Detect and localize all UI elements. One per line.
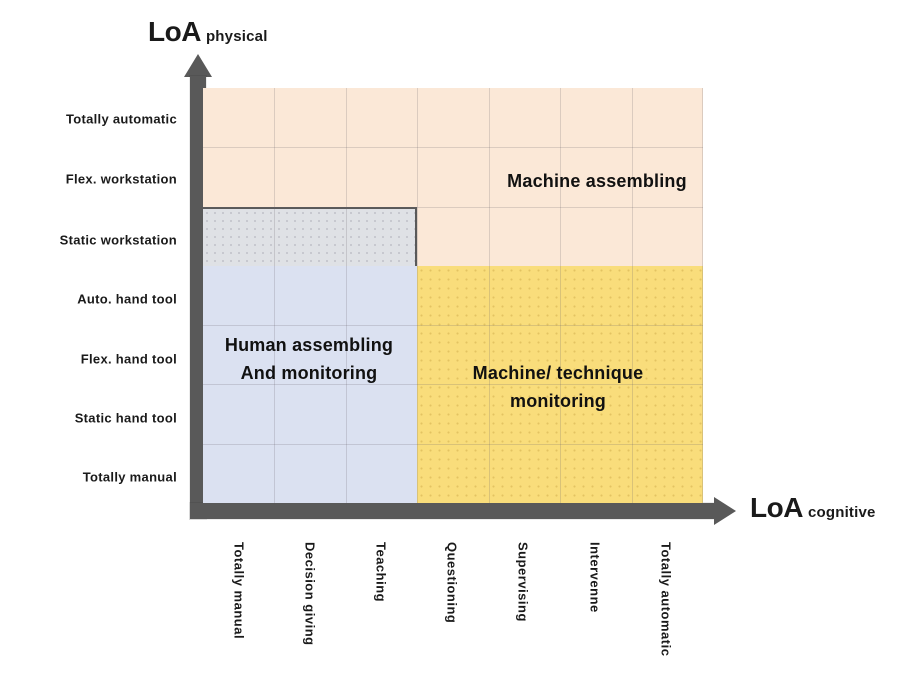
region-static-workstation-overlap (203, 206, 417, 266)
y-axis-label-totally-automatic: Totally automatic (65, 111, 177, 127)
y-axis-label-flex-workstation: Flex. workstation (65, 171, 177, 187)
y-axis-title-main: LoA (148, 16, 201, 47)
y-axis-label-auto-hand-tool: Auto. hand tool (77, 291, 177, 307)
y-axis-label-flex-hand-tool: Flex. hand tool (80, 351, 177, 367)
y-axis-title: LoA physical (148, 16, 268, 48)
gridline-vertical (560, 88, 561, 503)
human-assembling-label-line2: And monitoring (240, 363, 378, 383)
up-arrowhead-icon (184, 54, 212, 77)
x-axis-label-supervising: Supervising (515, 542, 531, 622)
human-assembling-label-line1: Human assembling (224, 335, 394, 356)
machine-monitoring-label: Machine/ technique monitoring (473, 360, 644, 416)
gridline-vertical (702, 88, 703, 503)
gridline-horizontal (203, 147, 703, 148)
x-axis-line (190, 503, 714, 519)
machine-assembling-label: Machine assembling (507, 171, 687, 192)
gridline-vertical (274, 88, 275, 503)
x-axis-label-questioning: Questioning (444, 542, 460, 624)
gridline-horizontal (203, 384, 703, 385)
gridline-horizontal (203, 325, 703, 326)
human-assembling-label: Human assembling And monitoring (225, 332, 393, 388)
x-axis-label-totally-manual: Totally manual (231, 542, 247, 640)
gridline-horizontal (203, 444, 703, 445)
y-axis-label-totally-manual: Totally manual (82, 469, 177, 485)
y-axis-label-static-hand-tool: Static hand tool (74, 410, 177, 426)
gridline-vertical (489, 88, 490, 503)
gridline-horizontal (203, 207, 703, 208)
right-arrowhead-icon (714, 497, 736, 525)
region-human-assembling (203, 265, 417, 503)
y-axis-line (190, 76, 206, 519)
x-axis-title-main: LoA (750, 492, 803, 523)
gridline-vertical (417, 88, 418, 503)
x-axis-label-teaching: Teaching (373, 542, 389, 603)
x-axis-label-totally-automatic: Totally automatic (658, 542, 674, 657)
y-axis-label-static-workstation: Static workstation (59, 232, 177, 248)
x-axis-label-intervenne: Intervenne (587, 542, 603, 613)
plot-grid: Machine assembling Human assembling And … (203, 88, 703, 503)
gridline-vertical (632, 88, 633, 503)
y-axis-title-sub: physical (205, 28, 268, 45)
x-axis-title: LoA cognitive (750, 492, 876, 524)
x-axis-title-sub: cognitive (807, 504, 876, 521)
machine-monitoring-label-line1: Machine/ technique (472, 363, 644, 384)
region-machine-monitoring (417, 265, 703, 503)
machine-monitoring-label-line2: monitoring (510, 391, 606, 411)
x-axis-label-decision-giving: Decision giving (302, 542, 318, 646)
gridline-vertical (346, 88, 347, 503)
